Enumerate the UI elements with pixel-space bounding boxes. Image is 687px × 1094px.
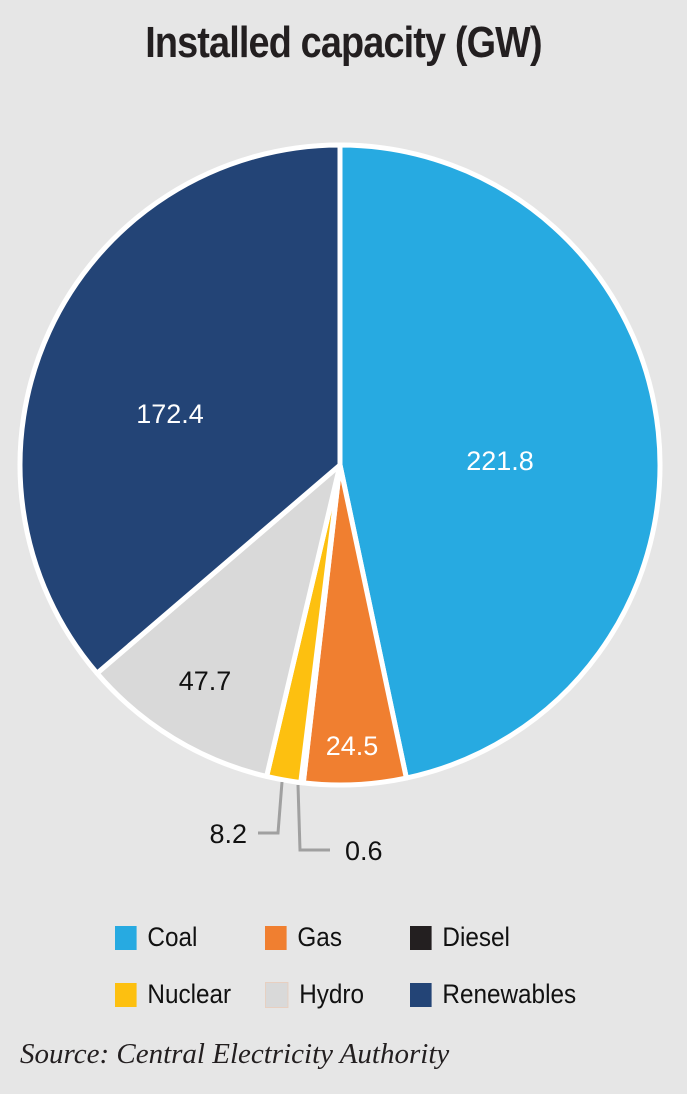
data-label-hydro: 47.7 [179,666,232,696]
leader-line-nuclear [258,781,284,835]
data-label-renewables: 172.4 [136,399,204,429]
legend-swatch [115,982,137,1007]
legend-swatch [265,981,289,1008]
legend-label: Gas [297,922,342,952]
pie-chart: 221.8 24.5 0.6 8.2 47.7 172.4 [17,142,663,866]
legend-swatch [410,982,432,1007]
legend-swatch [115,925,137,950]
pie-slice-renewables [17,142,343,676]
legend-item-hydro: Hydro [265,979,364,1010]
pie-slice-coal [337,142,663,781]
chart-title: Installed capacity (GW) [145,18,542,67]
data-label-diesel: 0.6 [345,836,383,866]
legend-swatch [410,925,432,950]
legend-label: Diesel [442,922,510,952]
legend-label: Coal [147,922,198,952]
legend-item-nuclear: Nuclear [115,979,231,1010]
data-label-coal: 221.8 [466,446,534,476]
pie-slice-hydro [94,462,343,779]
leader-line-diesel [296,784,330,852]
legend-item-diesel: Diesel [410,922,510,953]
legend-label: Renewables [442,979,577,1009]
legend-item-renewables: Renewables [410,979,576,1010]
legend-item-gas: Gas [265,922,342,953]
legend-swatch [265,925,287,950]
source-note: Source: Central Electricity Authority [20,1038,450,1070]
data-label-nuclear: 8.2 [209,819,247,849]
legend-item-coal: Coal [115,922,197,953]
data-label-gas: 24.5 [326,731,379,761]
legend-label: Hydro [299,979,365,1009]
legend-label: Nuclear [147,979,232,1009]
